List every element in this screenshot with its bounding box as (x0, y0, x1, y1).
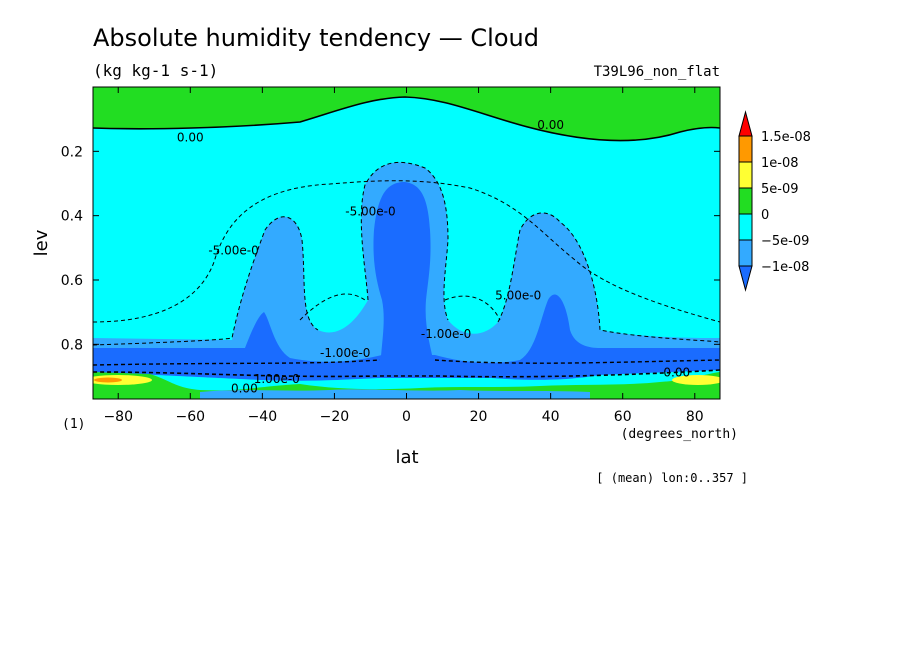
x-tick-label: −60 (176, 409, 206, 425)
x-tick-label: 80 (686, 409, 704, 425)
contour-field: 0.00 0.00 -5.00e-0 -5.00e-0 5.00e-0 -1.00e-0 -… (93, 87, 720, 399)
colorbar-segment (738, 239, 753, 267)
colorbar-label: 0 (761, 208, 769, 223)
contour-label: 5.00e-0 (495, 288, 541, 302)
contour-lines (93, 161, 720, 378)
y-tick-label: 0.4 (61, 209, 83, 225)
band-below-minus1e-08-lower (93, 294, 720, 381)
colorbar-extend-bottom (738, 265, 753, 292)
colorbar-label: −1e-08 (761, 260, 809, 275)
x-tick-label: 40 (542, 409, 560, 425)
zero-contour-top (93, 96, 720, 142)
contour-label: 1.00e-0 (254, 372, 300, 386)
contour-label: 0.00 (663, 365, 690, 379)
units-label: (kg kg-1 s-1) (93, 61, 218, 80)
x-tick-label: 0 (402, 409, 411, 425)
footnote: [ (mean) lon:0..357 ] (596, 471, 748, 485)
y-axis: 0.2 0.4 0.6 0.8 (61, 144, 720, 353)
band-below-minus1e-08-center (373, 182, 435, 368)
contour-label: -1.00e-0 (421, 327, 471, 341)
contour-label: 0.00 (177, 131, 204, 145)
colorbar-segment (738, 161, 753, 189)
x-tick-label: −40 (248, 409, 278, 425)
y-tick-label: 0.8 (61, 337, 83, 353)
chart-title: Absolute humidity tendency — Cloud (93, 24, 539, 52)
colorbar: 1.5e-08 1e-08 5e-09 0 −5e-09 −1e-08 (738, 110, 811, 292)
x-tick-label: 20 (470, 409, 488, 425)
colorbar-segment (738, 135, 753, 163)
colorbar-label: −5e-09 (761, 234, 809, 249)
colorbar-segment (738, 187, 753, 215)
contour-label: 0.00 (231, 382, 258, 396)
x-units-label: (degrees_north) (621, 427, 738, 442)
band-surface-lightblue (200, 389, 590, 399)
colorbar-label: 1.5e-08 (761, 130, 811, 145)
x-tick-label: 60 (614, 409, 632, 425)
patch-1e-08-south (94, 377, 122, 383)
y-axis-label: lev (31, 229, 52, 256)
y-units-label: (1) (62, 417, 85, 432)
contour-label: 0.00 (537, 118, 564, 132)
contour-label: -5.00e-0 (345, 205, 395, 219)
x-axis: −80 −60 −40 −20 0 20 40 60 80 (103, 87, 704, 425)
colorbar-segment (738, 213, 753, 241)
colorbar-extend-top (738, 110, 753, 137)
y-tick-label: 0.2 (61, 144, 83, 160)
colorbar-label: 1e-08 (761, 156, 799, 171)
colorbar-label: 5e-09 (761, 182, 799, 197)
run-label: T39L96_non_flat (594, 64, 720, 80)
patch-5e-09-north (672, 375, 720, 385)
y-tick-label: 0.6 (61, 273, 83, 289)
x-tick-label: −80 (103, 409, 133, 425)
x-axis-label: lat (395, 447, 418, 468)
contour-label-group: 0.00 0.00 -5.00e-0 -5.00e-0 5.00e-0 -1.00e-0 -… (177, 118, 690, 396)
x-tick-label: −20 (320, 409, 350, 425)
contour-label: -5.00e-0 (208, 243, 258, 257)
contour-label: -1.00e-0 (320, 346, 370, 360)
